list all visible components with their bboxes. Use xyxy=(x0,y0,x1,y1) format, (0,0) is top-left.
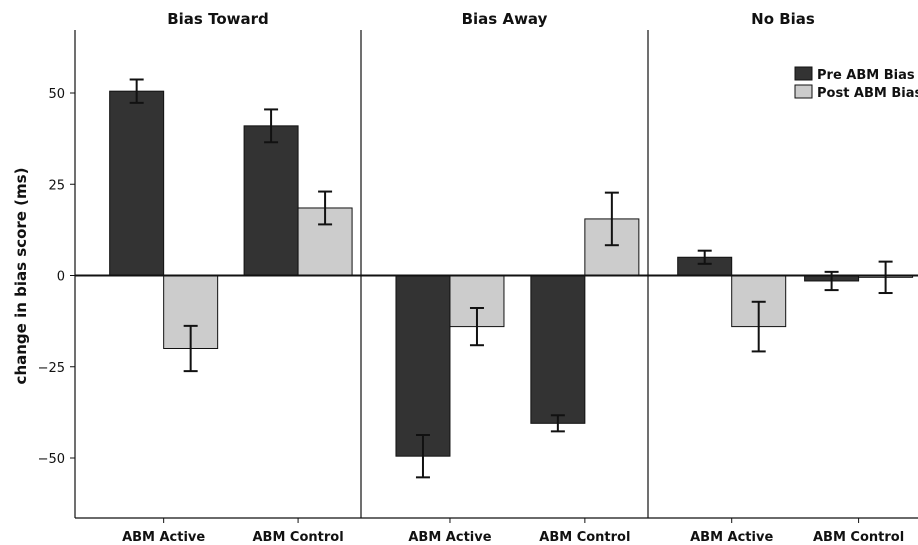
x-tick-label: ABM Control xyxy=(252,530,343,545)
legend-label: Post ABM Bias xyxy=(817,86,918,101)
legend-swatch xyxy=(794,84,813,99)
y-tick-label: 0 xyxy=(57,270,65,285)
x-tick-label: ABM Active xyxy=(690,530,773,545)
panel-title: No Bias xyxy=(751,10,815,28)
panel-0: Bias Toward ABM Active ABM Control xyxy=(74,10,361,545)
legend-swatch xyxy=(794,66,813,81)
bar-pre xyxy=(395,275,451,457)
y-tick-label: 50 xyxy=(48,87,65,102)
error-bar xyxy=(318,190,333,226)
error-bar xyxy=(697,249,712,265)
y-axis: 50 25 0 −25 −50 xyxy=(38,87,75,467)
y-tick-label: −50 xyxy=(38,452,65,467)
error-bar xyxy=(415,434,430,479)
panel-1: Bias Away ABM Active ABM Control xyxy=(360,10,648,545)
x-tick-label: ABM Control xyxy=(539,530,630,545)
legend-label: Pre ABM Bias xyxy=(817,68,915,83)
y-axis-label: change in bias score (ms) xyxy=(12,168,30,385)
y-tick-label: 25 xyxy=(48,178,65,193)
error-bar xyxy=(604,191,619,247)
legend: Pre ABM Bias Post ABM Bias xyxy=(794,66,918,101)
panel-2: No Bias ABM Active ABM Control xyxy=(647,10,918,545)
legend-item-pre: Pre ABM Bias xyxy=(794,66,915,83)
error-bar xyxy=(264,108,279,144)
y-tick-label: −25 xyxy=(38,361,65,376)
error-bar xyxy=(129,78,144,104)
x-tick-label: ABM Control xyxy=(813,530,904,545)
bar-pre xyxy=(243,125,299,276)
x-tick-label: ABM Active xyxy=(122,530,205,545)
x-tick-label: ABM Active xyxy=(408,530,491,545)
panel-title: Bias Away xyxy=(462,10,548,28)
bar-pre xyxy=(109,90,165,276)
error-bar xyxy=(550,414,565,433)
error-bar xyxy=(878,260,893,295)
error-bar xyxy=(751,300,766,353)
legend-item-post: Post ABM Bias xyxy=(794,84,918,101)
error-bar xyxy=(183,324,198,373)
bar-pre xyxy=(530,275,586,424)
error-bar xyxy=(469,306,484,347)
panel-title: Bias Toward xyxy=(167,10,269,28)
